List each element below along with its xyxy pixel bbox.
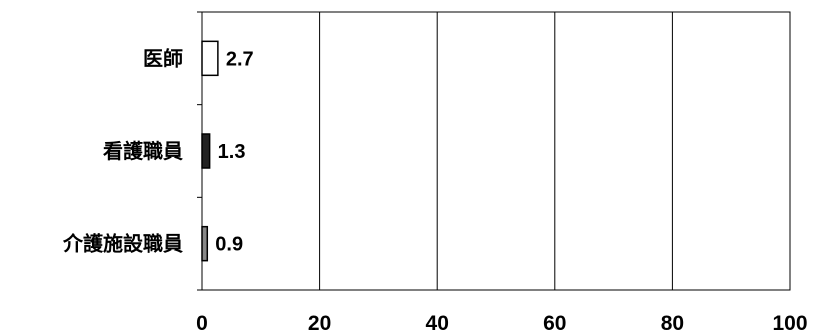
grid-lines [319, 12, 673, 290]
category-label-0: 医師 [143, 46, 183, 70]
plot-frame [201, 11, 791, 291]
data-label-0: 2.7 [226, 48, 254, 70]
bar-0 [201, 40, 219, 77]
x-tick-label-2: 40 [426, 312, 449, 333]
x-tick-label-3: 60 [543, 312, 566, 333]
bars [201, 40, 219, 262]
data-label-1: 1.3 [218, 141, 246, 163]
data-label-2: 0.9 [215, 234, 243, 256]
x-tick-label-5: 100 [772, 312, 807, 333]
bar-1 [201, 133, 211, 169]
y-axis-ticks [197, 11, 202, 291]
x-tick-label-1: 20 [308, 312, 331, 333]
data-labels: 2.7 1.3 0.9 [215, 48, 253, 255]
x-tick-label-0: 0 [196, 312, 208, 333]
x-tick-label-4: 80 [661, 312, 684, 333]
category-label-2: 介護施設職員 [62, 232, 183, 256]
category-label-1: 看護職員 [103, 139, 183, 163]
bar-2 [201, 225, 209, 262]
x-tick-labels: 0 20 40 60 80 100 [196, 312, 807, 333]
